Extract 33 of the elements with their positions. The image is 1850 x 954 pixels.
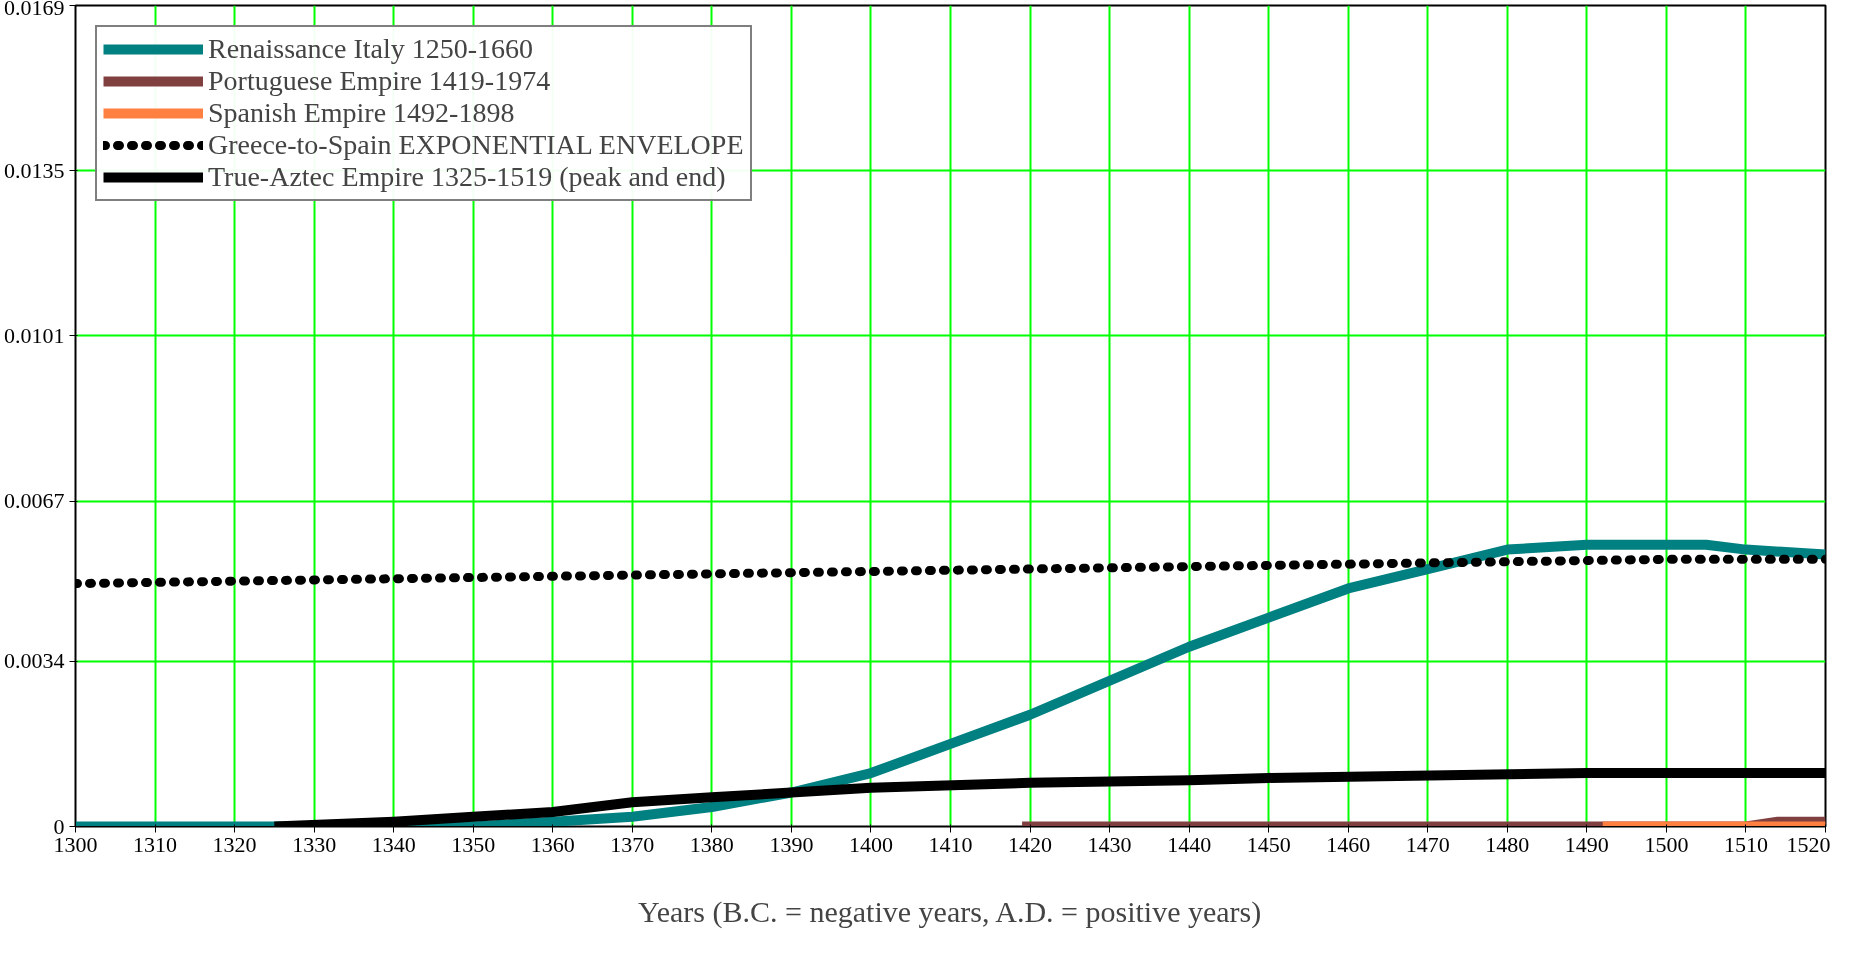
x-tick-label: 1390 (769, 831, 814, 857)
x-tick-label: 1370 (610, 831, 655, 857)
x-axis-title: Years (B.C. = negative years, A.D. = positive years) (638, 894, 1262, 929)
legend-label: Portuguese Empire 1419-1974 (208, 65, 551, 97)
x-tick-label: 1400 (848, 831, 893, 857)
x-tick-label: 1460 (1326, 831, 1371, 857)
x-tick-label: 1510 (1723, 831, 1768, 857)
x-tick-label: 1520 (1786, 831, 1831, 857)
x-tick-label: 1440 (1167, 831, 1212, 857)
x-tick-label: 1360 (530, 831, 575, 857)
legend-label: True-Aztec Empire 1325-1519 (peak and end) (208, 161, 726, 193)
x-tick-label: 1410 (928, 831, 973, 857)
y-tick-label: 0.0169 (4, 0, 65, 20)
y-tick-label: 0.0135 (4, 157, 65, 183)
legend-label: Renaissance Italy 1250-1660 (208, 33, 534, 65)
x-tick-label: 1430 (1087, 831, 1132, 857)
x-tick-label: 1310 (133, 831, 178, 857)
x-tick-label: 1470 (1405, 831, 1450, 857)
x-tick-label: 1420 (1008, 831, 1053, 857)
y-tick-label: 0.0101 (4, 322, 65, 348)
y-tick-label: 0.0034 (4, 648, 65, 674)
x-tick-label: 1500 (1644, 831, 1689, 857)
x-tick-label: 1450 (1246, 831, 1291, 857)
x-tick-label: 1320 (212, 831, 257, 857)
x-tick-label: 1490 (1564, 831, 1609, 857)
x-tick-label: 1380 (689, 831, 734, 857)
x-tick-label: 1340 (371, 831, 416, 857)
x-tick-label: 1330 (292, 831, 337, 857)
y-tick-label: 0.0067 (4, 488, 65, 514)
x-tick-label: 1350 (451, 831, 496, 857)
legend-label: Spanish Empire 1492-1898 (208, 97, 515, 129)
legend-label: Greece-to-Spain EXPONENTIAL ENVELOPE (208, 129, 744, 161)
x-tick-label: 1480 (1485, 831, 1530, 857)
